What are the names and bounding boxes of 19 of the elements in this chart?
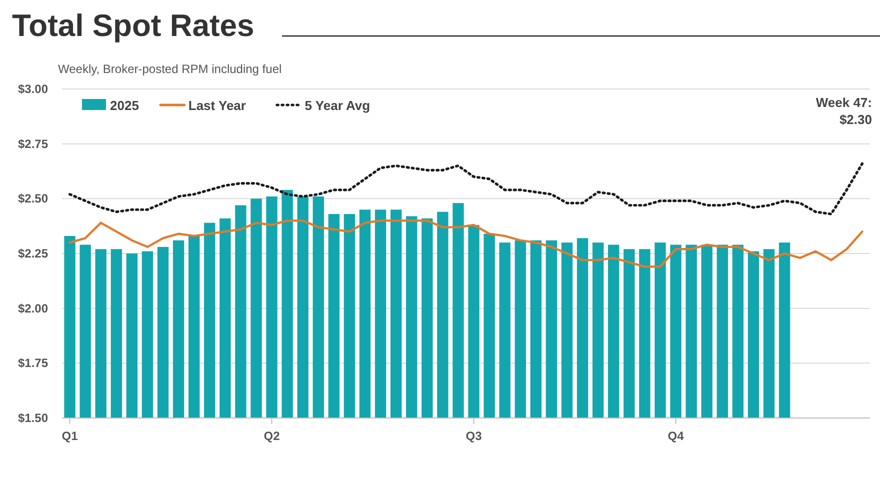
x-tick-label: Q4	[668, 429, 684, 443]
y-tick-label: $3.00	[18, 82, 48, 96]
chart-title: Total Spot Rates	[12, 8, 254, 43]
annotation: Week 47: $2.30	[816, 95, 872, 127]
chart-subtitle: Weekly, Broker-posted RPM including fuel	[58, 62, 282, 76]
x-tick-label: Q1	[62, 429, 78, 443]
x-tick-label: Q3	[466, 429, 482, 443]
legend-label: Last Year	[188, 98, 246, 113]
y-tick-label: $2.75	[18, 136, 48, 151]
y-tick-label: $1.50	[18, 411, 48, 425]
y-tick-label: $2.50	[18, 192, 48, 206]
legend-label: 5 Year Avg	[304, 98, 370, 113]
line-series	[68, 220, 864, 268]
line-series	[68, 162, 864, 216]
y-tick-label: $1.75	[18, 356, 48, 370]
y-tick-label: $2.25	[18, 246, 48, 260]
y-tick-label: $2.00	[18, 301, 48, 316]
legend-label: 2025	[110, 98, 139, 113]
x-tick-label: Q2	[264, 429, 280, 443]
